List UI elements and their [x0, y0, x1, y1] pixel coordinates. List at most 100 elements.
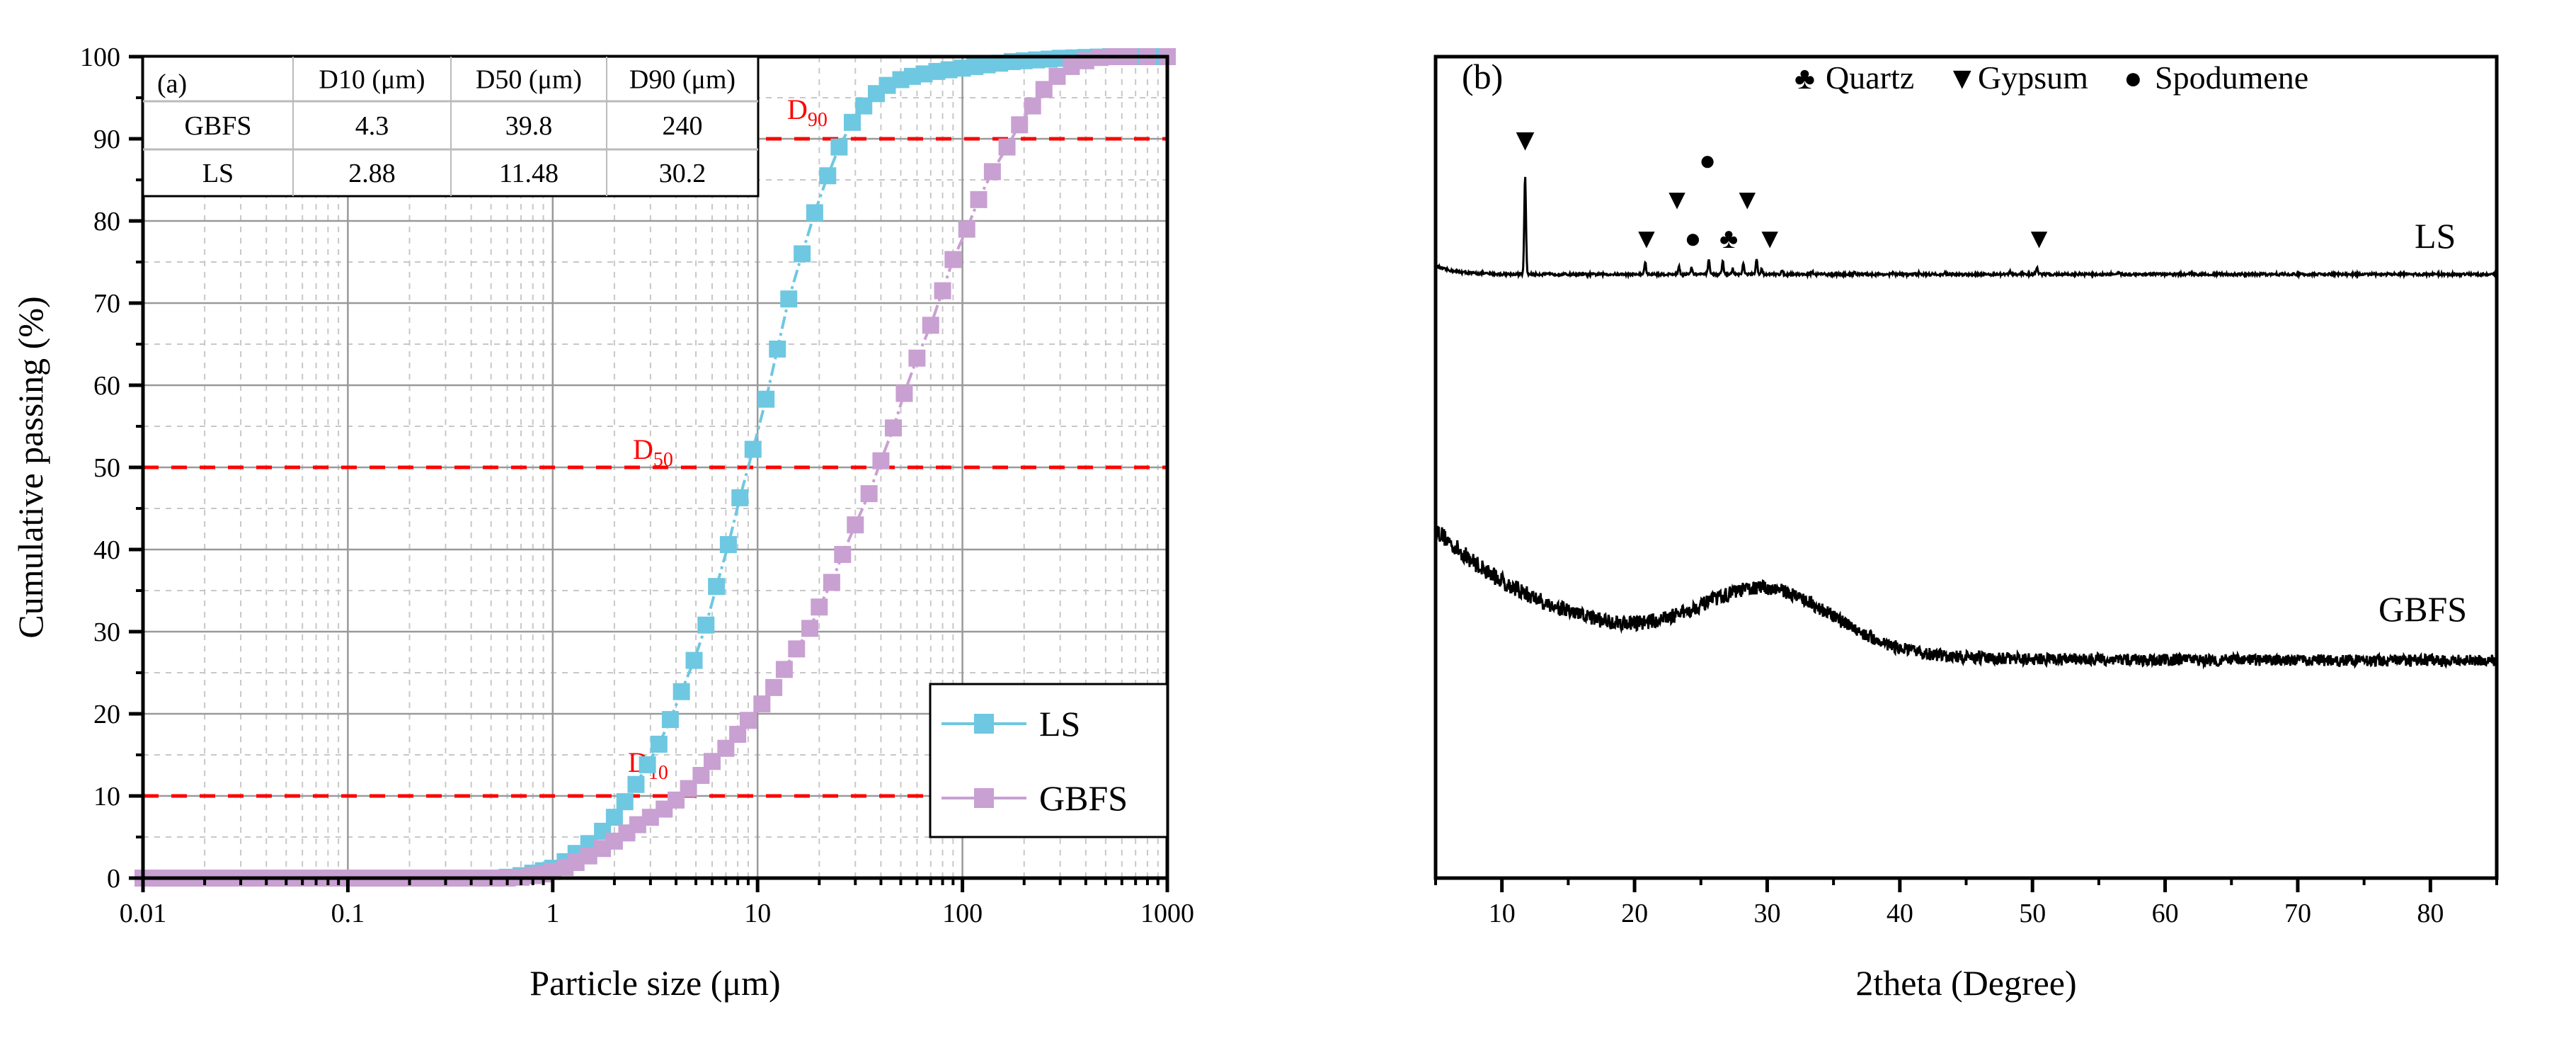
- data-point-ls: [697, 616, 715, 634]
- y-tick-label: 70: [93, 289, 120, 319]
- data-point-ls: [672, 683, 690, 700]
- data-point-ls: [627, 775, 645, 793]
- table-cell: 2.88: [348, 159, 396, 188]
- y-tick-label: 20: [93, 700, 120, 729]
- reference-label-d90: D90: [787, 93, 828, 131]
- spodumene-marker: ●: [1684, 222, 1701, 254]
- legend-label-gbfs: GBFS: [1039, 778, 1128, 818]
- data-point-ls: [650, 735, 668, 753]
- reference-label-sub: 50: [653, 449, 673, 471]
- data-point-gbfs: [753, 695, 771, 713]
- quartz-marker: ♣: [1719, 222, 1738, 254]
- y-tick-label: 90: [93, 125, 120, 154]
- data-point-gbfs: [998, 138, 1016, 156]
- data-point-gbfs: [788, 640, 806, 658]
- data-point-gbfs: [847, 516, 864, 534]
- data-point-ls: [661, 711, 679, 729]
- legend-marker-gbfs: [974, 788, 994, 808]
- data-point-ls: [719, 536, 737, 554]
- legend-symbol-spodumene: ●: [2124, 61, 2143, 96]
- data-point-ls: [639, 756, 656, 773]
- y-tick-label: 0: [107, 864, 120, 894]
- data-point-gbfs: [1011, 116, 1029, 134]
- panel-label: (b): [1462, 57, 1503, 96]
- data-point-ls: [744, 440, 762, 458]
- y-tick-label: 10: [93, 782, 120, 812]
- legend-label-spodumene: Spodumene: [2155, 59, 2308, 96]
- table-cell: LS: [202, 159, 234, 188]
- x-tick-label: 80: [2417, 899, 2444, 928]
- x-tick-label: 50: [2019, 899, 2046, 928]
- table-header-cell: (a): [157, 69, 187, 99]
- data-point-ls: [780, 290, 798, 308]
- gypsum-marker: ▼: [1632, 222, 1661, 254]
- data-point-gbfs: [872, 452, 890, 469]
- data-point-gbfs: [970, 190, 988, 208]
- x-tick-label: 10: [1489, 899, 1516, 928]
- table-header-cell: D50 (μm): [476, 65, 582, 95]
- data-point-gbfs: [739, 712, 757, 729]
- x-axis-title: Particle size (μm): [529, 963, 780, 1003]
- legend-label-gypsum: Gypsum: [1978, 59, 2088, 96]
- data-point-ls: [844, 113, 861, 131]
- y-tick-label: 40: [93, 535, 120, 565]
- gypsum-marker: ▼: [1734, 183, 1762, 215]
- y-tick-label: 100: [80, 42, 120, 72]
- data-point-gbfs: [958, 220, 975, 238]
- data-point-gbfs: [895, 385, 913, 402]
- data-point-ls: [605, 809, 623, 826]
- y-axis-title: Cumulative passing (%): [11, 296, 50, 638]
- table-cell: 39.8: [505, 111, 553, 141]
- gypsum-marker: ▼: [1663, 183, 1691, 215]
- legend: LS GBFS: [929, 683, 1169, 838]
- y-tick-label: 80: [93, 207, 120, 237]
- gypsum-marker: ▼: [2025, 222, 2054, 254]
- table-cell: 240: [663, 111, 703, 141]
- table-cell: 11.48: [499, 159, 559, 188]
- x-tick-label: 0.1: [331, 899, 365, 928]
- x-tick-label: 0.01: [120, 899, 167, 928]
- series-line-ls: [1434, 176, 2497, 280]
- data-point-gbfs: [885, 419, 903, 437]
- legend-marker-ls: [974, 714, 994, 734]
- x-tick-label: 1000: [1140, 899, 1194, 928]
- data-point-ls: [794, 245, 811, 263]
- data-point-ls: [708, 578, 726, 596]
- data-point-gbfs: [944, 251, 962, 268]
- reference-label-sub: 90: [808, 109, 828, 131]
- x-tick-label: 60: [2152, 899, 2179, 928]
- data-point-gbfs: [908, 349, 926, 367]
- x-tick-label: 100: [942, 899, 983, 928]
- data-point-gbfs: [1063, 57, 1080, 75]
- data-point-gbfs: [860, 485, 878, 503]
- legend-label-quartz: Quartz: [1826, 59, 1914, 96]
- y-tick-label: 50: [93, 453, 120, 483]
- gypsum-marker: ▼: [1756, 222, 1784, 254]
- data-point-ls: [830, 138, 848, 156]
- reference-label-main: D: [787, 93, 808, 125]
- data-point-gbfs: [983, 163, 1001, 181]
- data-point-ls: [731, 489, 749, 506]
- legend-label-ls: LS: [1039, 704, 1080, 744]
- legend-symbol-gypsum: ▼: [1947, 61, 1978, 96]
- data-point-gbfs: [775, 661, 793, 678]
- x-tick-label: 20: [1621, 899, 1648, 928]
- reference-label-d50: D50: [633, 433, 673, 471]
- plot-frame: [1433, 55, 2499, 880]
- table-cell: 4.3: [355, 111, 389, 141]
- data-point-gbfs: [1035, 81, 1053, 98]
- legend-box: [929, 683, 1169, 838]
- x-axis-title: 2theta (Degree): [1855, 963, 2076, 1003]
- data-point-ls: [616, 793, 634, 811]
- x-tick-label: 40: [1887, 899, 1913, 928]
- spodumene-marker: ●: [1699, 144, 1716, 176]
- y-tick-label: 30: [93, 617, 120, 647]
- data-point-ls: [769, 340, 786, 358]
- data-point-gbfs: [1024, 97, 1041, 115]
- data-point-gbfs: [823, 574, 840, 591]
- table-cell: 30.2: [659, 159, 706, 188]
- table-header-cell: D90 (μm): [629, 65, 735, 95]
